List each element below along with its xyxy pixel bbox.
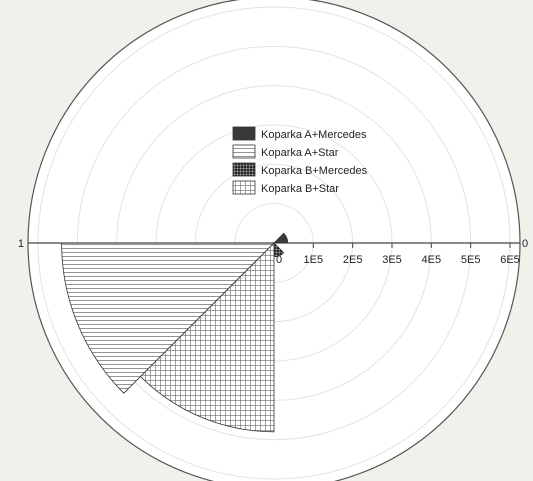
legend-label: Koparka B+Star [261, 183, 339, 195]
radial-tick-label: 0 [276, 254, 282, 266]
radial-tick-label: 4E5 [422, 254, 442, 266]
legend-swatch [232, 126, 256, 141]
sectors [61, 232, 289, 433]
radial-tick-labels: 0 1E5 2E5 3E5 4E5 5E5 6E5 [276, 254, 520, 266]
legend-label: Koparka A+Star [261, 147, 339, 159]
radial-tick-label: 6E5 [500, 254, 520, 266]
angle-labels: 01 [18, 238, 528, 250]
radial-tick-label: 2E5 [343, 254, 363, 266]
radial-tick-label: 3E5 [382, 254, 402, 266]
legend: Koparka A+Mercedes Koparka A+Star Koparka … [232, 126, 368, 195]
legend-swatch [232, 144, 256, 159]
radial-axis [28, 242, 520, 248]
radial-tick-label: 1E5 [304, 254, 324, 266]
legend-label: Koparka B+Mercedes [261, 165, 368, 177]
legend-label: Koparka A+Mercedes [261, 129, 367, 141]
radial-tick-label: 5E5 [461, 254, 481, 266]
legend-swatch [232, 162, 256, 177]
sector-koparka-a-star [61, 242, 275, 394]
angle-label: 0 [522, 238, 528, 250]
sector-koparka-b-star [139, 242, 275, 433]
legend-swatch [232, 180, 256, 195]
angle-label: 1 [18, 238, 24, 250]
